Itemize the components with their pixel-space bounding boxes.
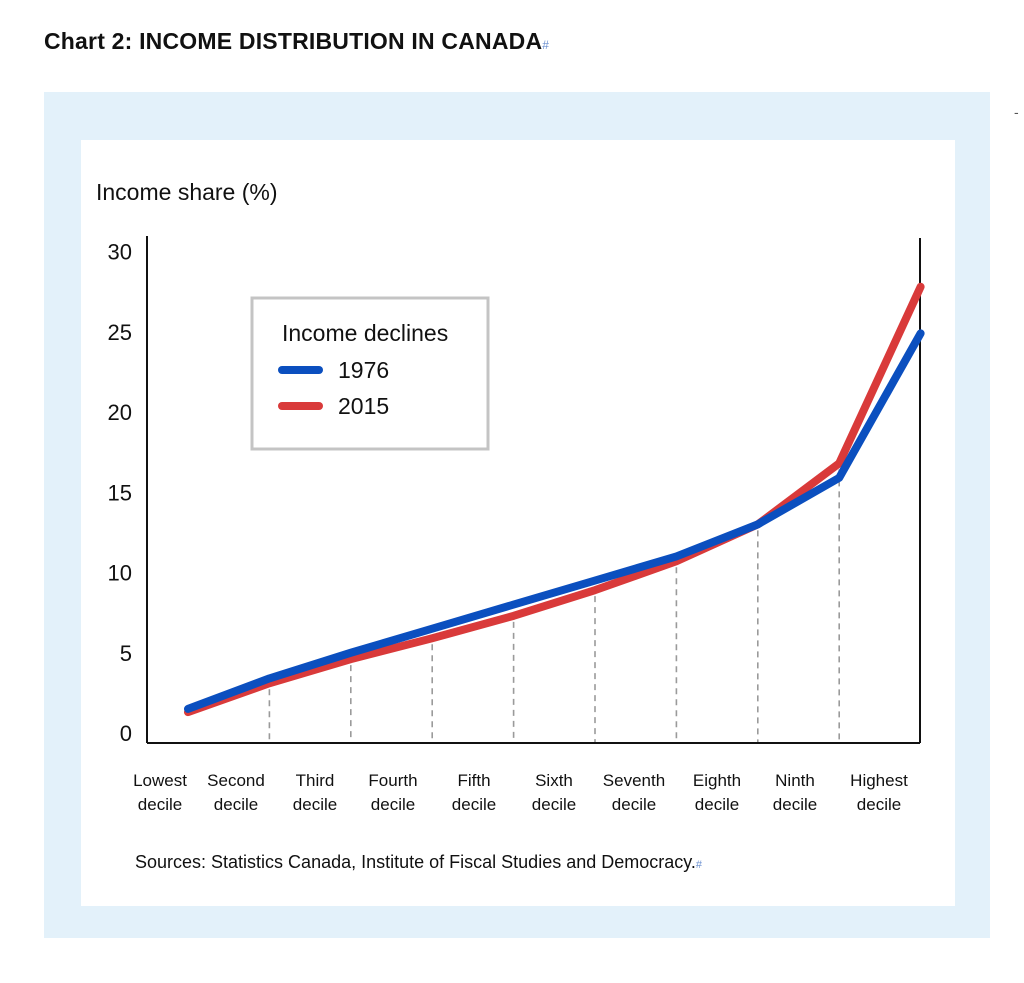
y-tick-label: 0 [120, 721, 132, 746]
page-title: Chart 2: INCOME DISTRIBUTION IN CANADA# [44, 28, 549, 55]
source-text: Sources: Statistics Canada, Institute of… [135, 852, 696, 872]
page-title-text: Chart 2: INCOME DISTRIBUTION IN CANADA [44, 28, 543, 54]
y-tick-label: 30 [108, 240, 132, 265]
source-mark: # [695, 859, 703, 871]
legend-label-1976: 1976 [338, 357, 389, 383]
x-tick-label: Fifth decile [452, 771, 496, 814]
x-tick-label: Lowest decile [133, 771, 187, 814]
chart-panel [81, 140, 955, 906]
y-tick-labels: 30 25 20 15 10 5 0 [108, 240, 132, 747]
y-tick-label: 10 [108, 561, 132, 586]
x-tick-label: Eighth decile [693, 771, 741, 814]
series-line-1976 [184, 329, 925, 713]
x-tick-label: Third decile [293, 771, 337, 814]
source-note: Sources: Statistics Canada, Institute of… [135, 852, 702, 873]
x-tick-label: Ninth decile [773, 771, 817, 814]
x-tick-labels: Lowest decile Second decile Third decile Fourt… [133, 771, 908, 814]
title-mark: # [542, 38, 550, 52]
series-lines [184, 282, 925, 717]
y-tick-label: 5 [120, 641, 132, 666]
margin-mark: - [1014, 104, 1019, 120]
x-tick-label: Fourth decile [368, 771, 417, 814]
y-tick-label: 15 [108, 480, 132, 505]
y-tick-label: 25 [108, 320, 132, 345]
legend-label-2015: 2015 [338, 393, 389, 419]
x-tick-label: Sixth decile [532, 771, 576, 814]
decile-guides [268, 469, 841, 742]
legend: Income declines 1976 2015 [250, 296, 490, 451]
x-tick-label: Highest decile [850, 771, 908, 814]
y-axis-title: Income share (%) [96, 179, 278, 205]
x-tick-label: Second decile [207, 771, 265, 814]
series-line-2015 [184, 282, 925, 717]
legend-title: Income declines [282, 320, 448, 346]
x-tick-label: Seventh decile [603, 771, 665, 814]
y-tick-label: 20 [108, 400, 132, 425]
